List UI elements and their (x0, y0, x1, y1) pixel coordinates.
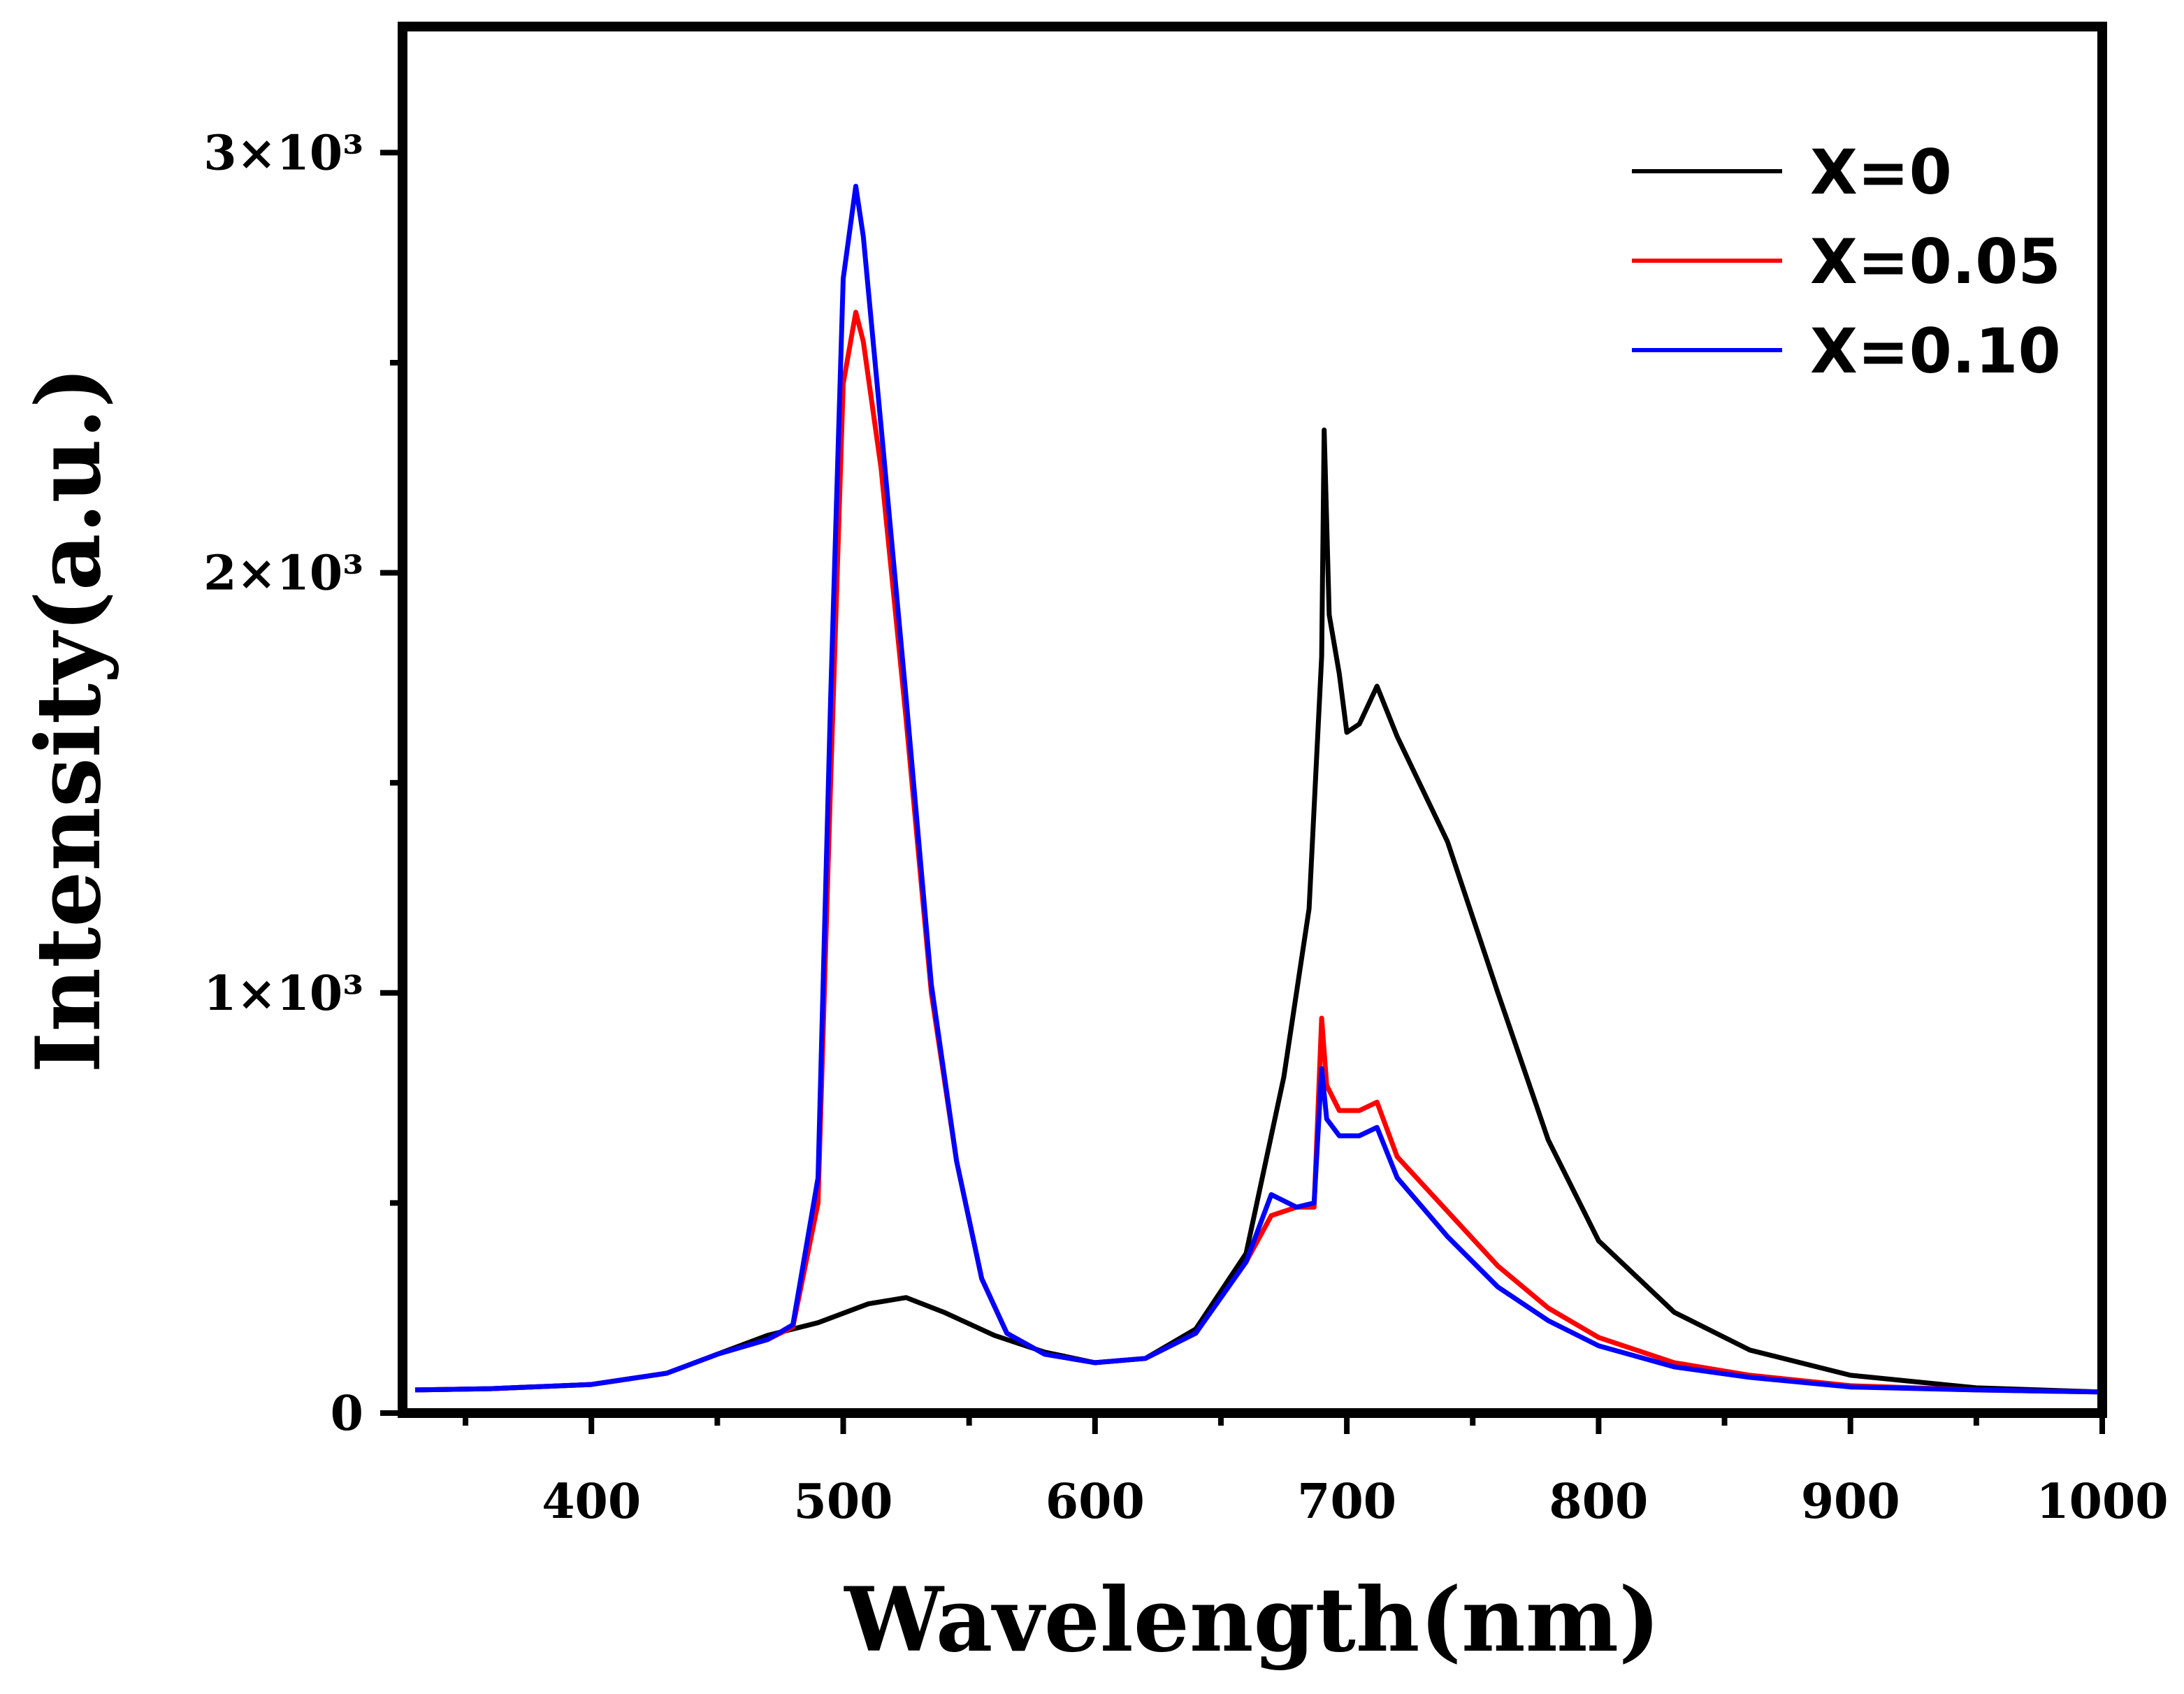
plot-frame (398, 22, 2107, 1418)
y-tick-label-1: 1×10³ (203, 966, 363, 1022)
series-layer (414, 184, 2103, 1395)
x-tick-label-2: 600 (1046, 1474, 1145, 1530)
series-line-0 (414, 427, 2103, 1395)
ticks-layer (380, 150, 2105, 1434)
y-tick-label-2: 2×10³ (203, 546, 363, 602)
y-axis-title: Intensity(a.u.) (17, 367, 120, 1073)
legend-label-2: X=0.10 (1810, 315, 2061, 387)
x-tick-label-4: 800 (1549, 1474, 1648, 1530)
series-line-2 (414, 184, 2103, 1395)
x-tick-label-6: 1000 (2036, 1474, 2168, 1530)
x-axis-title: Wavelength(nm) (843, 1568, 1660, 1672)
x-tick-label-3: 700 (1297, 1474, 1396, 1530)
y-tick-label-3: 3×10³ (203, 125, 363, 181)
labels-layer: 400 500 600 700 800 900 1000 0 1×10³ 2×10³ 3×10³ (203, 125, 2168, 1530)
legend: X=0 X=0.05 X=0.10 (1632, 136, 2061, 387)
x-tick-label-0: 400 (542, 1474, 641, 1530)
x-tick-label-1: 500 (794, 1474, 893, 1530)
x-tick-label-5: 900 (1801, 1474, 1900, 1530)
legend-label-1: X=0.05 (1810, 226, 2061, 298)
legend-label-0: X=0 (1810, 136, 1952, 208)
y-tick-label-0: 0 (331, 1386, 363, 1442)
